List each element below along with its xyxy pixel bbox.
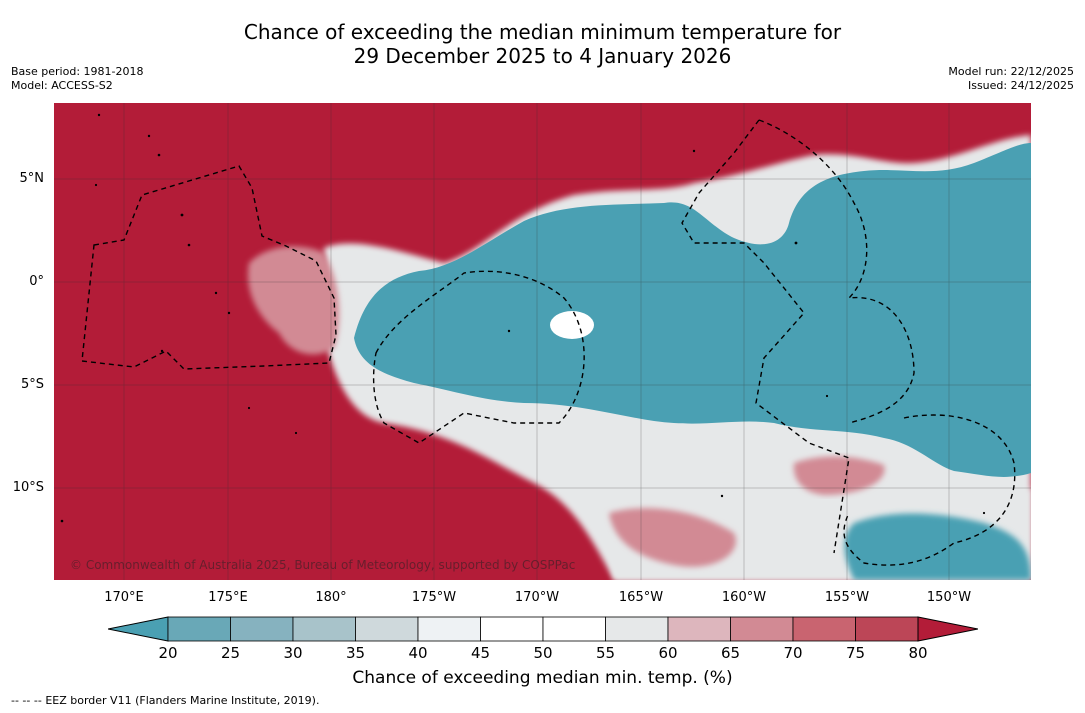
title-line-1: Chance of exceeding the median minimum t…	[243, 20, 842, 44]
cool-patch-southeast	[844, 513, 1031, 580]
x-tick-175w: 175°W	[411, 590, 457, 605]
islands	[60, 113, 986, 523]
eez-line-islands-north	[758, 119, 915, 424]
x-tick-160w: 160°W	[721, 590, 767, 605]
colorbar-segment-45-50	[480, 616, 544, 642]
warm-patch-south	[609, 508, 736, 567]
eez-tuvalu	[81, 165, 337, 370]
colorbar-segment-30-35	[292, 616, 356, 642]
eez-legend: -- -- -- EEZ border V11 (Flanders Marine…	[11, 694, 319, 707]
x-tick-180: 180°	[315, 590, 347, 605]
base-period: Base period: 1981-2018	[11, 65, 144, 78]
x-tick-155w: 155°W	[824, 590, 870, 605]
x-tick-170e: 170°E	[104, 590, 144, 605]
y-tick-10s: 10°S	[12, 480, 44, 495]
colorbar-segment-55-60	[605, 616, 669, 642]
warm-patch-west	[248, 246, 340, 355]
eez-borders	[81, 119, 1016, 566]
colorbar-segment-75-80	[855, 616, 919, 642]
y-tick-5s: 5°S	[20, 377, 44, 392]
cool-region	[354, 143, 1031, 477]
colorbar-segment-60-65	[667, 616, 731, 642]
colorbar-segment-40-45	[417, 616, 481, 642]
eez-french-polynesia	[843, 414, 1016, 566]
colorbar-tick: 60	[658, 644, 678, 662]
issued-date: Issued: 24/12/2025	[967, 79, 1074, 92]
colorbar-tick: 75	[845, 644, 866, 662]
warm-patch-east	[793, 456, 885, 495]
meta-right: Model run: 22/12/2025 Issued: 24/12/2025	[948, 65, 1074, 93]
colorbar-tick: 45	[470, 644, 491, 662]
probability-map	[54, 103, 1031, 580]
y-tick-0: 0°	[29, 274, 44, 289]
colorbar-tick: 70	[783, 644, 803, 662]
copyright-notice: © Commonwealth of Australia 2025, Bureau…	[70, 558, 576, 572]
colorbar-segment-20-25	[167, 616, 231, 642]
x-tick-170w: 170°W	[514, 590, 560, 605]
colorbar	[108, 616, 978, 642]
colorbar-segment-35-40	[355, 616, 419, 642]
title-line-2: 29 December 2025 to 4 January 2026	[353, 44, 732, 68]
colorbar-segment-50-55	[542, 616, 606, 642]
colorbar-extend-low	[108, 616, 169, 642]
map-title: Chance of exceeding the median minimum t…	[0, 20, 1085, 68]
colorbar-tick: 40	[408, 644, 428, 662]
x-tick-175e: 175°E	[208, 590, 248, 605]
colorbar-tick: 65	[720, 644, 741, 662]
white-spot	[550, 311, 594, 339]
x-tick-165w: 165°W	[618, 590, 664, 605]
eez-legend-text: EEZ border V11 (Flanders Marine Institut…	[45, 694, 320, 707]
colorbar-tick: 35	[345, 644, 366, 662]
colorbar-tick: 50	[533, 644, 553, 662]
eez-line-islands-west	[681, 119, 850, 554]
colorbar-tick: 80	[908, 644, 928, 662]
colorbar-segment-25-30	[230, 616, 294, 642]
x-tick-150w: 150°W	[926, 590, 972, 605]
colorbar-tick: 30	[283, 644, 303, 662]
colorbar-segment-65-70	[730, 616, 794, 642]
y-tick-5n: 5°N	[19, 171, 45, 186]
colorbar-label: Chance of exceeding median min. temp. (%…	[352, 668, 733, 688]
meta-left: Base period: 1981-2018 Model: ACCESS-S2	[11, 65, 143, 93]
colorbar-extend-high	[917, 616, 978, 642]
map-panel: © Commonwealth of Australia 2025, Bureau…	[54, 103, 1031, 580]
colorbar-tick: 25	[220, 644, 241, 662]
model-run-date: Model run: 22/12/2025	[948, 65, 1074, 78]
eez-line-symbol: -- -- --	[11, 694, 42, 707]
colorbar-tick: 55	[595, 644, 616, 662]
model-name: Model: ACCESS-S2	[11, 79, 113, 92]
colorbar-tick: 20	[158, 644, 178, 662]
colorbar-segment-70-75	[792, 616, 856, 642]
gridlines	[54, 103, 1031, 580]
